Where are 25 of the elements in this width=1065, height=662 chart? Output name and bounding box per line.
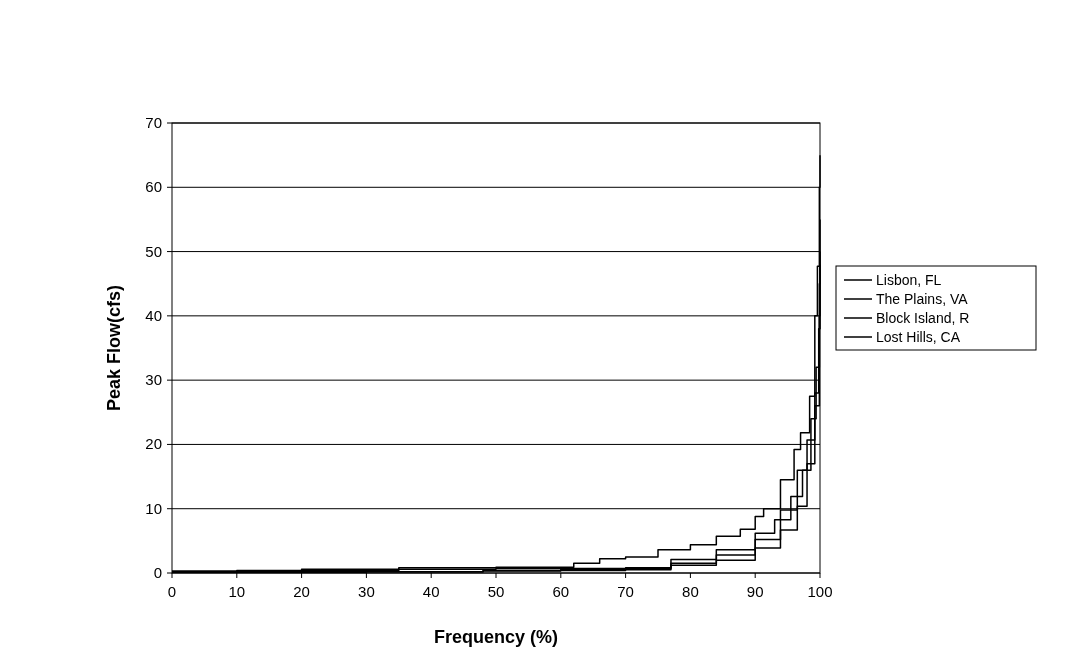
x-tick-label: 40 (422, 583, 440, 600)
x-tick-label: 0 (167, 583, 177, 600)
x-tick-label: 20 (293, 583, 310, 600)
y-tick-label: 40 (145, 306, 162, 324)
legend-label: Lost Hills, CA (876, 329, 961, 345)
y-tick-label: 0 (153, 564, 162, 581)
legend-label: Lisbon, FL (876, 272, 942, 288)
x-tick-label: 90 (746, 583, 764, 600)
x-tick-label: 60 (552, 583, 570, 600)
y-tick-label: 20 (145, 435, 162, 453)
x-tick-label: 10 (228, 583, 246, 600)
y-tick-label: 50 (145, 242, 162, 260)
y-tick-label: 10 (145, 499, 162, 517)
y-tick-label: 60 (145, 178, 162, 196)
y-tick-label: 30 (145, 371, 162, 389)
legend-label: The Plains, VA (876, 291, 969, 307)
x-tick-label: 30 (358, 583, 375, 600)
x-tick-label: 70 (617, 583, 634, 600)
x-tick-label: 80 (682, 583, 699, 600)
x-tick-label: 100 (807, 583, 833, 600)
legend-label: Block Island, R (876, 310, 970, 326)
x-tick-label: 50 (487, 583, 505, 600)
x-axis-title: Frequency (%) (433, 627, 559, 647)
y-tick-label: 70 (145, 114, 162, 131)
y-axis-title: Peak Flow(cfs) (104, 284, 124, 412)
